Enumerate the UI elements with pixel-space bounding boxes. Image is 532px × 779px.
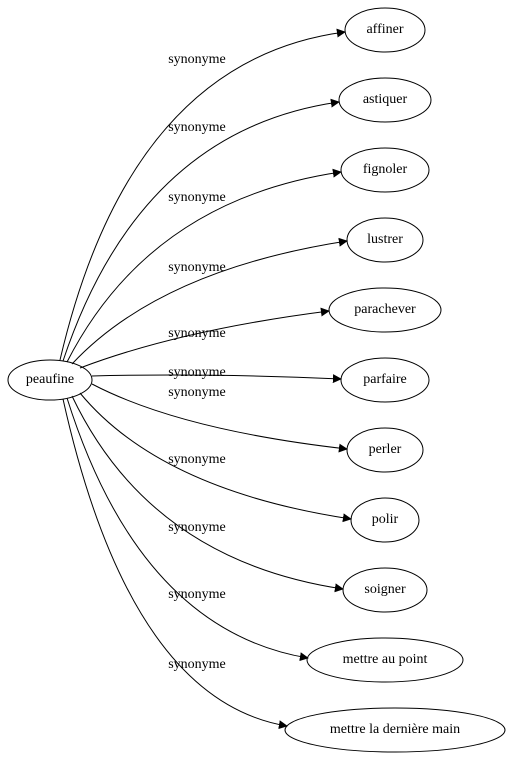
node-label-peaufine: peaufine — [26, 372, 74, 387]
root-node: peaufine — [8, 360, 92, 400]
node-label-affiner: affiner — [366, 22, 403, 37]
node-label-perler: perler — [369, 442, 402, 457]
node-label-astiquer: astiquer — [363, 92, 408, 107]
edge-to-astiquer — [63, 102, 339, 361]
target-nodes-group: affiner astiquer fignoler lustrer parachever… — [285, 8, 505, 752]
node-label-lustrer: lustrer — [367, 232, 403, 247]
node-label-polir: polir — [372, 512, 399, 527]
edge-label-to-parfaire: synonyme — [168, 365, 226, 380]
edge-label-to-mettre-au-point: synonyme — [168, 587, 226, 602]
edge-label-to-fignoler: synonyme — [168, 190, 226, 205]
edges-group: synonyme synonyme synonyme synonyme synonyme… — [60, 32, 351, 726]
node-label-parachever: parachever — [354, 302, 416, 317]
node-label-mettre-au-point: mettre au point — [343, 652, 428, 667]
node-label-soigner: soigner — [364, 582, 406, 597]
edge-label-to-soigner: synonyme — [168, 520, 226, 535]
edge-to-mettre-la-derniere-main — [63, 399, 287, 726]
synonym-diagram: synonyme synonyme synonyme synonyme synonyme… — [0, 0, 532, 779]
edge-label-to-parachever: synonyme — [168, 326, 226, 341]
edge-label-to-perler: synonyme — [168, 385, 226, 400]
node-label-mettre-la-derniere-main: mettre la dernière main — [330, 722, 460, 737]
edge-label-to-lustrer: synonyme — [168, 260, 226, 275]
edge-label-to-affiner: synonyme — [168, 52, 226, 67]
edge-label-to-mettre-la-derniere-main: synonyme — [168, 657, 226, 672]
node-label-fignoler: fignoler — [363, 162, 408, 177]
edge-label-to-polir: synonyme — [168, 452, 226, 467]
node-label-parfaire: parfaire — [363, 372, 407, 387]
edge-label-to-astiquer: synonyme — [168, 120, 226, 135]
